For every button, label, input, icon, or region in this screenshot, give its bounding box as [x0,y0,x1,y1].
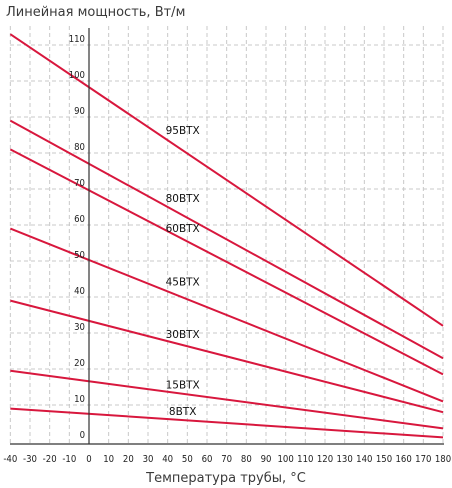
x-tick-label: 70 [221,454,232,465]
y-tick-label: 40 [74,286,85,297]
series-label-8BTX: 8BTX [169,406,197,418]
series-line-95BTX [9,33,444,327]
y-tick-label: 0 [80,430,85,441]
series-line-45BTX [9,227,444,403]
y-tick-label: 110 [69,34,85,45]
x-tick-label: 120 [317,454,333,465]
series-label-15BTX: 15BTX [166,380,200,392]
x-tick-label: 140 [356,454,372,465]
y-tick-label: 50 [74,250,85,261]
x-tick-label: -10 [62,454,76,465]
series-line-80BTX [9,119,444,360]
x-tick-label: 100 [278,454,294,465]
y-tick-label: 60 [74,214,85,225]
x-tick-label: 40 [162,454,173,465]
series-label-95BTX: 95BTX [166,125,200,137]
grid [9,26,444,444]
series-lines [9,33,444,439]
x-tick-label: 0 [86,454,91,465]
y-tick-label: 10 [74,394,85,405]
chart-title: Линейная мощность, Вт/м [6,5,185,20]
x-tick-label: -40 [3,454,17,465]
y-tick-label: 30 [74,322,85,333]
x-tick-label: 60 [202,454,213,465]
x-tick-label: 150 [376,454,392,465]
series-labels: 95BTX 80BTX 60BTX 45BTX 30BTX 15BTX 8BTX [166,125,200,418]
x-tick-label: 80 [241,454,252,465]
x-tick-label: 50 [182,454,193,465]
series-label-45BTX: 45BTX [166,276,200,288]
y-tick-label: 100 [69,70,85,81]
x-tick-label: 130 [337,454,353,465]
x-axis-label: Температура трубы, °С [145,471,306,486]
series-line-30BTX [10,299,444,414]
x-tick-label: 20 [123,454,134,465]
x-tick-label: -20 [43,454,57,465]
y-tick-label: 20 [74,358,85,369]
tick-labels: -40 -30 -20 -10 0 10 20 30 40 50 60 70 80 90 100 110 120… [3,34,451,465]
x-tick-label: 90 [261,454,272,465]
x-tick-label: 110 [297,454,313,465]
y-tick-label: 70 [74,178,85,189]
series-label-30BTX: 30BTX [166,329,200,341]
x-tick-label: -30 [23,454,37,465]
x-tick-label: 160 [396,454,412,465]
x-tick-label: 170 [415,454,431,465]
x-tick-label: 180 [435,454,451,465]
x-tick-label: 10 [103,454,114,465]
y-tick-label: 90 [74,106,85,117]
series-line-15BTX [10,369,444,430]
y-tick-label: 80 [74,142,85,153]
series-line-60BTX [9,148,444,376]
axes [10,28,444,445]
series-label-80BTX: 80BTX [166,193,200,205]
x-tick-label: 30 [143,454,154,465]
series-line-8BTX [10,407,444,439]
series-label-60BTX: 60BTX [166,223,200,235]
